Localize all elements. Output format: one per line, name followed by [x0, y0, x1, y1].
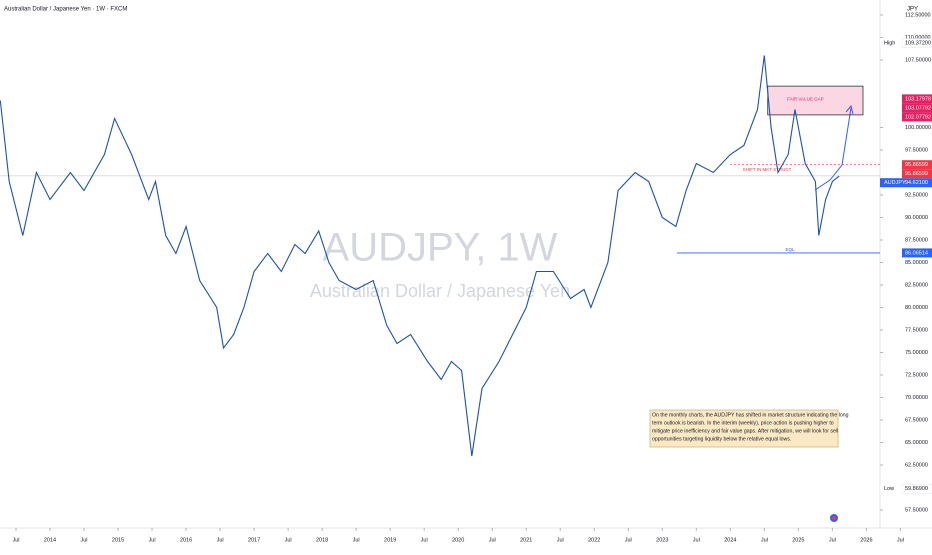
x-tick-label: 2026	[860, 537, 872, 543]
y-tick-label: 97.50000	[905, 147, 928, 153]
price-tag-label: 95.86599	[905, 162, 928, 168]
projection-arrow	[814, 107, 852, 191]
x-tick-label: Jul	[829, 537, 836, 543]
x-tick-label: 2023	[656, 537, 668, 543]
x-tick-label: 2017	[248, 537, 260, 543]
y-tick-label: 67.50000	[905, 417, 928, 423]
price-line	[0, 55, 840, 457]
price-tag-name-bg	[880, 38, 902, 48]
y-tick-label: 80.00000	[905, 305, 928, 311]
x-tick-label: Jul	[897, 537, 904, 543]
x-tick-label: Jul	[489, 537, 496, 543]
x-tick-label: Jul	[149, 537, 156, 543]
x-tick-label: Jul	[217, 537, 224, 543]
zone-label: FAIR VALUE GAP	[787, 97, 823, 102]
x-tick-label: 2014	[44, 537, 56, 543]
y-tick-label: 100.00000	[905, 125, 931, 131]
note-box: On the monthly charts, the AUDJPY has sh…	[649, 409, 849, 448]
price-tag-name: AUDJPY	[884, 180, 906, 186]
price-tag-label: 103.17978	[905, 96, 931, 102]
price-tag	[902, 178, 932, 188]
x-tick-label: 2022	[588, 537, 600, 543]
note-line: mitigate price inefficiency and fair val…	[652, 428, 838, 434]
price-tag-label: 59.86900	[905, 486, 928, 492]
y-tick-label: 77.50000	[905, 327, 928, 333]
price-tag-label: 86.06514	[905, 250, 928, 256]
x-tick-label: Jul	[12, 537, 19, 543]
x-tick-label: Jul	[285, 537, 292, 543]
price-tag-name-bg	[880, 484, 902, 494]
eql-label: EQL	[785, 247, 795, 252]
note-line: On the monthly charts, the AUDJPY has sh…	[652, 412, 849, 418]
y-tick-label: 82.50000	[905, 282, 928, 288]
y-tick-label: 65.00000	[905, 440, 928, 446]
y-tick-label: 92.50000	[905, 192, 928, 198]
x-tick-label: Jul	[625, 537, 632, 543]
price-tag-name: High	[884, 41, 895, 47]
price-tag-label: 94.62100	[905, 180, 928, 186]
y-tick-label: 87.50000	[905, 237, 928, 243]
chart-title: Australian Dollar / Japanese Yen · 1W · …	[4, 7, 127, 13]
price-tag	[902, 94, 932, 104]
price-tag-name-bg	[880, 178, 902, 188]
price-tag-label: 103.07792	[905, 105, 931, 111]
y-tick-label: 107.50000	[905, 57, 931, 63]
price-tag	[902, 169, 932, 179]
x-tick-label: 2021	[520, 537, 532, 543]
x-tick-label: Jul	[761, 537, 768, 543]
y-tick-label: 110.00000	[905, 35, 931, 41]
watermark: AUDJPY, 1W	[323, 226, 558, 270]
x-tick-label: 2020	[452, 537, 464, 543]
price-tag	[902, 248, 932, 258]
structure-label: SHIFT IN MKT STRUCT	[743, 167, 792, 172]
note-background	[649, 409, 839, 448]
price-tag-label: 102.07792	[905, 114, 931, 120]
note-line: term outlook is bearish. In the interim …	[652, 420, 834, 426]
price-tag	[902, 160, 932, 170]
y-tick-label: 85.00000	[905, 260, 928, 266]
arrow-head	[845, 104, 854, 115]
y-tick-label: 112.50000	[905, 12, 931, 18]
price-tag-label: 95.86599	[905, 171, 928, 177]
y-tick-label: 57.50000	[905, 507, 928, 513]
x-tick-label: 2018	[316, 537, 328, 543]
y-tick-label: 90.00000	[905, 215, 928, 221]
currency: JPY	[907, 7, 918, 13]
x-tick-label: 2015	[112, 537, 124, 543]
x-tick-label: 2016	[180, 537, 192, 543]
x-tick-label: 2025	[792, 537, 804, 543]
x-tick-label: Jul	[81, 537, 88, 543]
x-tick-label: Jul	[421, 537, 428, 543]
fvg-zone	[767, 85, 864, 116]
note-line: opportunities targeting liquidity below …	[652, 436, 791, 442]
x-tick-label: Jul	[557, 537, 564, 543]
x-tick-label: Jul	[693, 537, 700, 543]
price-tag-name: Low	[884, 486, 894, 492]
x-tick-label: Jul	[353, 537, 360, 543]
y-tick-label: 70.00000	[905, 395, 928, 401]
x-tick-label: 2019	[384, 537, 396, 543]
y-tick-label: 72.50000	[905, 372, 928, 378]
logo-icon-dot	[832, 516, 836, 520]
price-tag	[902, 103, 932, 113]
price-tag-label: 109.37200	[905, 41, 931, 47]
x-tick-label: 2024	[724, 537, 736, 543]
price-tag	[902, 112, 932, 122]
y-tick-label: 62.50000	[905, 462, 928, 468]
y-tick-label: 75.00000	[905, 350, 928, 356]
